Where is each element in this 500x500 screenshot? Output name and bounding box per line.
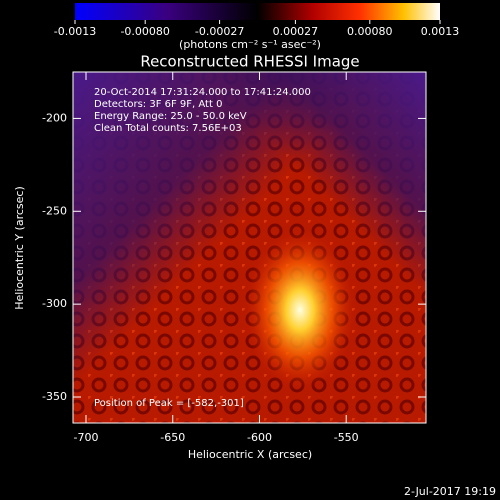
chart-title: Reconstructed RHESSI Image [140, 53, 359, 71]
annotation: Clean Total counts: 7.56E+03 [94, 123, 242, 134]
colorbar-label: (photons cm⁻² s⁻¹ asec⁻²) [179, 38, 321, 51]
y-tick-label: -300 [42, 297, 67, 310]
colorbar [75, 3, 440, 20]
plot-frame [72, 71, 427, 424]
image [73, 72, 426, 423]
x-tick-label: -650 [160, 431, 185, 444]
x-axis-label: Heliocentric X (arcsec) [188, 448, 312, 461]
annotations: 20-Oct-2014 17:31:24.000 to 17:41:24.000… [94, 87, 311, 134]
colorbar-tick-label: 0.00080 [347, 25, 393, 38]
x-tick-label: -600 [247, 431, 272, 444]
colorbar-tick-label: -0.0013 [54, 25, 96, 38]
x-tick-label: -700 [74, 431, 99, 444]
y-tick-label: -250 [42, 204, 67, 217]
y-tick-label: -200 [42, 111, 67, 124]
colorbar-tick-label: -0.00080 [120, 25, 169, 38]
colorbar-tick-label: -0.00027 [195, 25, 244, 38]
colorbar-tick-label: 0.00027 [273, 25, 319, 38]
colorbar-tick-label: 0.0013 [421, 25, 460, 38]
y-axis-label: Heliocentric Y (arcsec) [13, 186, 26, 310]
annotation: Detectors: 3F 6F 9F, Att 0 [94, 99, 222, 110]
annotation: 20-Oct-2014 17:31:24.000 to 17:41:24.000 [94, 87, 311, 98]
y-tick-label: -350 [42, 390, 67, 403]
annotation: Energy Range: 25.0 - 50.0 keV [94, 111, 247, 122]
peak-label: Position of Peak = [-582,-301] [94, 398, 244, 409]
x-tick-label: -550 [334, 431, 359, 444]
timestamp: 2-Jul-2017 19:19 [404, 485, 496, 498]
